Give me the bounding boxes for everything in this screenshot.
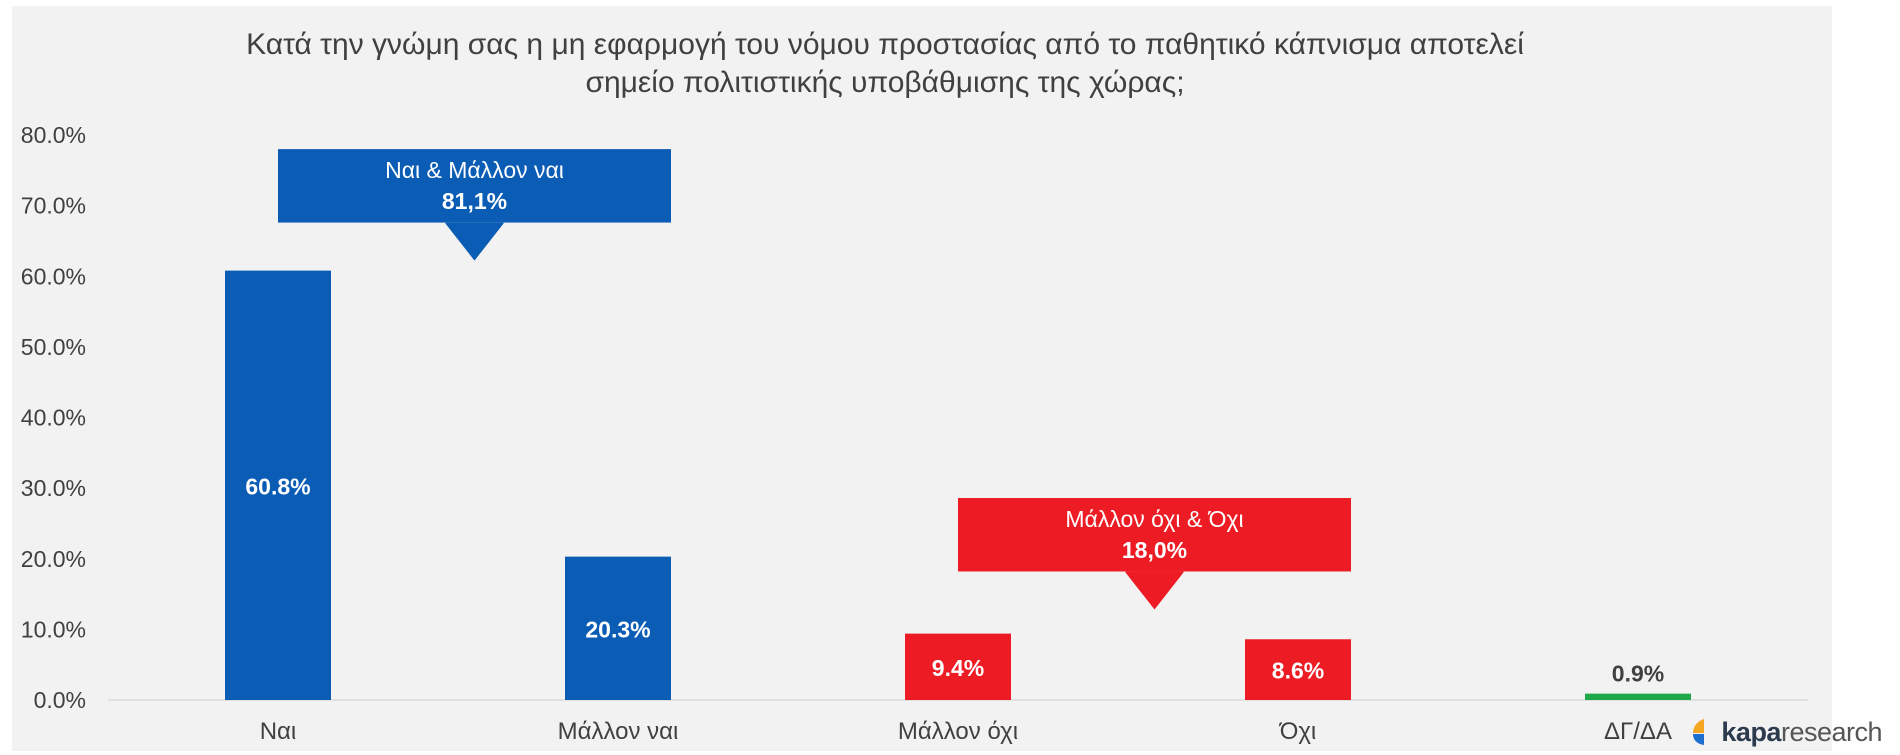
annotations: Ναι & Μάλλον ναι 81,1% Μάλλον όχι & Όχι 18,… bbox=[278, 149, 1351, 610]
y-axis: 0.0% 10.0% 20.0% 30.0% 40.0% 50.0% 60.0% 70.0% 8… bbox=[21, 122, 86, 713]
y-tick-label: 70.0% bbox=[21, 193, 86, 219]
y-tick-label: 60.0% bbox=[21, 263, 86, 289]
x-tick-label: ΔΓ/ΔΑ bbox=[1604, 718, 1672, 745]
bar bbox=[565, 556, 671, 700]
bar bbox=[1585, 693, 1691, 700]
y-tick-label: 0.0% bbox=[34, 687, 86, 713]
bar bbox=[905, 633, 1011, 700]
callout-arrow bbox=[445, 222, 504, 261]
callout-label: Μάλλον όχι & Όχι bbox=[1065, 506, 1243, 532]
kapa-logo-icon bbox=[1693, 719, 1705, 745]
callout-value: 18,0% bbox=[1122, 537, 1187, 563]
bar-value-label: 0.9% bbox=[1612, 661, 1664, 687]
y-tick-label: 50.0% bbox=[21, 334, 86, 360]
callout-label: Ναι & Μάλλον ναι bbox=[385, 157, 564, 183]
callout-box bbox=[958, 498, 1351, 572]
brand-text: kaparesearch bbox=[1721, 717, 1882, 748]
bar-value-label: 20.3% bbox=[585, 616, 650, 642]
x-tick-label: Όχι bbox=[1279, 718, 1317, 745]
y-tick-label: 10.0% bbox=[21, 616, 86, 642]
bars: 60.8% 20.3% 9.4% 8.6% 0.9% bbox=[225, 270, 1691, 700]
bar-value-label: 9.4% bbox=[932, 655, 984, 681]
x-tick-label: Μάλλον ναι bbox=[558, 718, 679, 745]
x-tick-label: Ναι bbox=[260, 718, 297, 745]
callout-arrow bbox=[1125, 571, 1184, 610]
brand-logo: kaparesearch bbox=[1691, 715, 1883, 749]
y-tick-label: 80.0% bbox=[21, 122, 86, 148]
callout-value: 81,1% bbox=[442, 188, 507, 214]
bar-value-label: 60.8% bbox=[245, 473, 310, 499]
chart-title: Κατά την γνώμη σας η μη εφαρμογή του νόμ… bbox=[246, 28, 1524, 99]
brand-text-bold: kapa bbox=[1721, 716, 1781, 747]
bar-value-label: 8.6% bbox=[1272, 658, 1324, 684]
bar bbox=[1245, 639, 1351, 700]
brand-text-rest: research bbox=[1780, 716, 1883, 747]
y-tick-label: 40.0% bbox=[21, 405, 86, 431]
callout-box bbox=[278, 149, 671, 223]
y-tick-label: 20.0% bbox=[21, 546, 86, 572]
y-tick-label: 30.0% bbox=[21, 475, 86, 501]
x-tick-label: Μάλλον όχι bbox=[898, 718, 1018, 745]
x-axis: Ναι Μάλλον ναι Μάλλον όχι Όχι ΔΓ/ΔΑ bbox=[260, 718, 1672, 745]
bar bbox=[225, 270, 331, 700]
